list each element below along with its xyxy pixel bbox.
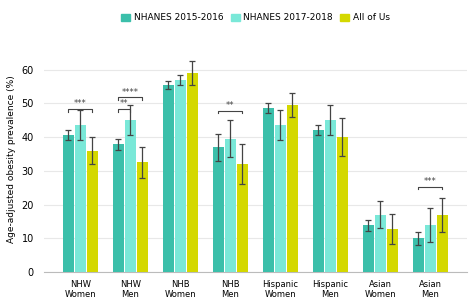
Text: ****: ****	[122, 88, 139, 96]
Bar	[87, 151, 98, 272]
Bar	[175, 80, 186, 272]
Bar	[187, 73, 198, 272]
Bar	[363, 226, 374, 272]
Bar	[225, 139, 236, 272]
Bar	[125, 120, 136, 272]
Bar	[163, 85, 174, 272]
Text: **: **	[120, 99, 128, 108]
Bar	[387, 229, 398, 272]
Text: **: **	[226, 101, 235, 110]
Bar	[263, 108, 274, 272]
Bar	[237, 164, 248, 272]
Bar	[137, 162, 148, 272]
Bar	[337, 137, 348, 272]
Bar	[75, 125, 86, 272]
Bar	[437, 215, 448, 272]
Text: ***: ***	[74, 99, 87, 108]
Bar	[275, 125, 286, 272]
Bar	[425, 225, 436, 272]
Legend: NHANES 2015-2016, NHANES 2017-2018, All of Us: NHANES 2015-2016, NHANES 2017-2018, All …	[118, 10, 393, 26]
Bar	[375, 215, 386, 272]
Bar	[63, 135, 74, 272]
Bar	[325, 120, 336, 272]
Y-axis label: Age-adjusted obesity prevalence (%): Age-adjusted obesity prevalence (%)	[7, 75, 16, 243]
Bar	[413, 238, 424, 272]
Bar	[113, 144, 124, 272]
Bar	[287, 105, 298, 272]
Text: ***: ***	[424, 177, 437, 186]
Bar	[313, 130, 324, 272]
Bar	[213, 147, 224, 272]
